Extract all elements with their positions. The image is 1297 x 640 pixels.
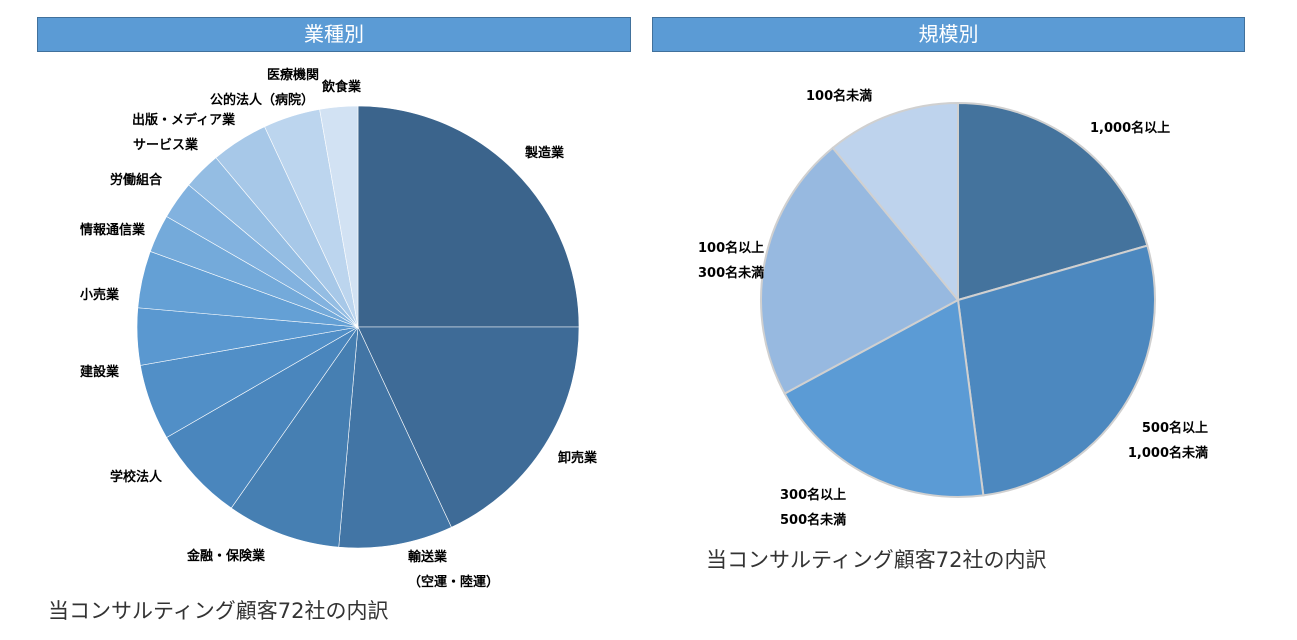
size-slice-label-1: 500名以上 1,000名未満 (1128, 420, 1208, 461)
industry-slice-label-2: 輸送業（空運・陸運） (408, 549, 499, 590)
size-slice-label-3: 100名以上 300名未満 (698, 240, 764, 281)
industry-slice-label-1: 卸売業 (558, 450, 598, 466)
industry-slice-label-7: 情報通信業 (80, 222, 146, 238)
industry-slice-0 (357, 105, 580, 328)
industry-chart-title: 業種別 (37, 17, 631, 52)
size-slice-3 (760, 146, 960, 395)
size-slice-label-0: 1,000名以上 (1090, 120, 1170, 136)
size-slice-0 (957, 101, 1149, 302)
industry-slice-label-6: 小売業 (80, 287, 120, 303)
industry-slice-label-13: 飲食業 (321, 79, 362, 95)
industry-slice-2 (338, 325, 452, 549)
industry-chart-caption: 当コンサルティング顧客72社の内訳 (48, 599, 389, 623)
size-slice-4 (831, 101, 959, 303)
industry-slice-label-5: 建設業 (80, 364, 120, 380)
size-pie-chart: 1,000名以上 500名以上 1,000名未満 300名以上 500名未満 100名以上… (698, 88, 1208, 528)
size-slice-label-2: 300名以上 500名未満 (780, 487, 846, 528)
industry-slice-13 (319, 105, 359, 328)
industry-slice-label-4: 学校法人 (110, 469, 163, 485)
industry-slice-label-12: 医療機関 (267, 67, 319, 83)
industry-slice-3 (230, 325, 359, 548)
industry-slice-label-10: 出版・メディア業 (132, 112, 236, 128)
industry-slice-label-9: サービス業 (133, 137, 199, 153)
industry-slice-label-0: 製造業 (524, 145, 565, 161)
size-slice-1 (956, 244, 1156, 497)
industry-slice-label-11: 公的法人（病院） (210, 92, 314, 108)
size-chart-caption: 当コンサルティング顧客72社の内訳 (706, 548, 1047, 572)
size-slice-label-4: 100名未満 (806, 88, 872, 104)
industry-slice-label-3: 金融・保険業 (186, 548, 266, 564)
industry-slice-label-8: 労働組合 (110, 172, 163, 188)
size-chart-title: 規模別 (652, 17, 1245, 52)
size-slice-2 (783, 298, 985, 498)
industry-slice-1 (357, 326, 580, 528)
